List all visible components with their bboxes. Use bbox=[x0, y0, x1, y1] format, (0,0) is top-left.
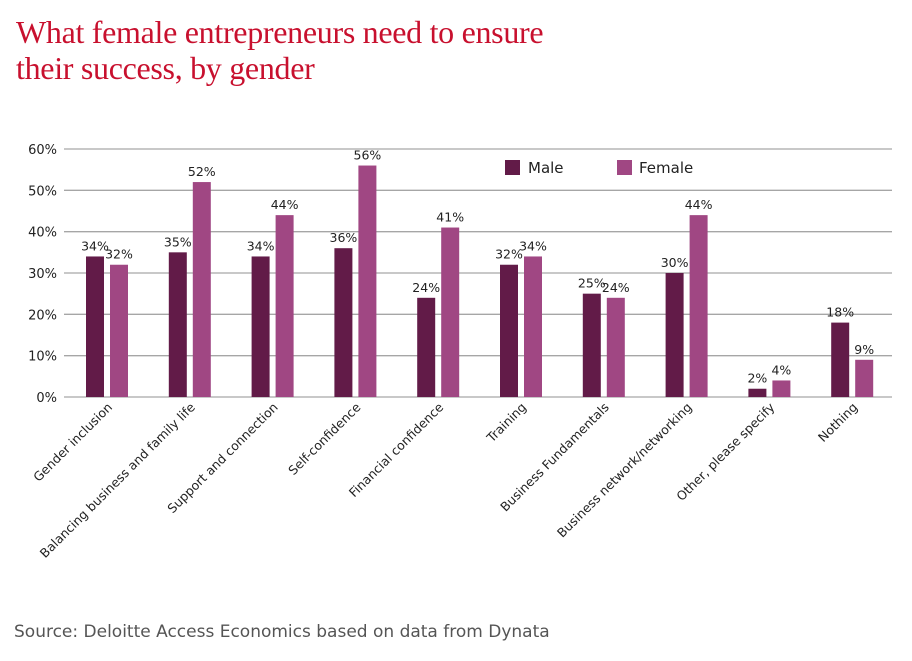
data-label-female: 32% bbox=[105, 247, 133, 262]
y-tick-label: 60% bbox=[28, 143, 57, 158]
data-label-male: 24% bbox=[412, 280, 440, 295]
bar-male bbox=[417, 297, 436, 397]
bar-male bbox=[665, 273, 684, 397]
x-tick-label: Business network/networking bbox=[554, 400, 695, 541]
bar-female bbox=[275, 215, 294, 397]
y-tick-label: 50% bbox=[28, 184, 57, 199]
y-tick-label: 40% bbox=[28, 226, 57, 241]
data-label-male: 2% bbox=[747, 371, 767, 386]
x-tick-label: Financial confidence bbox=[346, 399, 447, 500]
data-label-female: 44% bbox=[271, 197, 299, 212]
x-tick-label: Training bbox=[483, 400, 529, 446]
bar-female bbox=[441, 227, 460, 397]
x-tick-label: Self-confidence bbox=[285, 399, 364, 478]
data-label-male: 32% bbox=[495, 247, 523, 262]
data-label-female: 34% bbox=[519, 238, 547, 253]
x-tick-label: Nothing bbox=[815, 400, 860, 445]
bar-female bbox=[606, 297, 625, 397]
bar-male bbox=[251, 256, 270, 397]
chart-title-line-2: their success, by gender bbox=[16, 50, 315, 86]
data-label-female: 44% bbox=[685, 197, 713, 212]
y-tick-label: 10% bbox=[28, 350, 57, 365]
chart-title: What female entrepreneurs need to ensure… bbox=[16, 14, 656, 86]
source-note: Source: Deloitte Access Economics based … bbox=[14, 622, 550, 642]
gridlines bbox=[64, 148, 892, 398]
data-label-male: 25% bbox=[578, 276, 606, 291]
data-labels: 34%32%35%52%34%44%36%56%24%41%32%34%25%2… bbox=[81, 148, 874, 386]
data-label-female: 52% bbox=[188, 164, 216, 179]
x-tick-label: Balancing business and family life bbox=[37, 399, 198, 560]
bar-male bbox=[168, 252, 187, 397]
legend-swatch-male bbox=[505, 160, 520, 175]
bar-male bbox=[831, 322, 850, 397]
data-label-male: 34% bbox=[81, 238, 109, 253]
data-label-female: 24% bbox=[602, 280, 630, 295]
data-label-male: 18% bbox=[826, 305, 854, 320]
bar-female bbox=[855, 359, 874, 397]
data-label-female: 56% bbox=[354, 148, 382, 163]
bar-male bbox=[582, 293, 601, 397]
bar-female bbox=[524, 256, 542, 397]
y-tick-label: 30% bbox=[28, 267, 57, 282]
bars bbox=[86, 165, 874, 397]
bar-male bbox=[748, 388, 767, 397]
data-label-male: 36% bbox=[330, 230, 358, 245]
y-axis: 0% 10% 20% 30% 40% 50% 60% bbox=[28, 143, 57, 406]
data-label-male: 35% bbox=[164, 234, 192, 249]
bar-female bbox=[358, 165, 377, 397]
legend-swatch-female bbox=[617, 160, 632, 175]
bar-male bbox=[500, 264, 518, 397]
data-label-female: 9% bbox=[854, 342, 874, 357]
legend-label-female: Female bbox=[639, 159, 693, 177]
legend-label-male: Male bbox=[528, 159, 564, 177]
legend: Male Female bbox=[505, 159, 693, 177]
data-label-female: 41% bbox=[436, 210, 464, 225]
data-label-male: 30% bbox=[661, 255, 689, 270]
data-label-female: 4% bbox=[771, 362, 791, 377]
bar-male bbox=[86, 256, 104, 397]
bar-male bbox=[334, 248, 353, 397]
chart-title-line-1: What female entrepreneurs need to ensure bbox=[16, 14, 544, 50]
bar-female bbox=[192, 182, 211, 397]
y-tick-label: 0% bbox=[36, 391, 57, 406]
y-tick-label: 20% bbox=[28, 308, 57, 323]
x-tick-label: Gender inclusion bbox=[30, 400, 115, 485]
data-label-male: 34% bbox=[247, 238, 275, 253]
bar-female bbox=[772, 380, 791, 397]
bar-female bbox=[689, 215, 708, 397]
bar-female bbox=[110, 264, 128, 397]
